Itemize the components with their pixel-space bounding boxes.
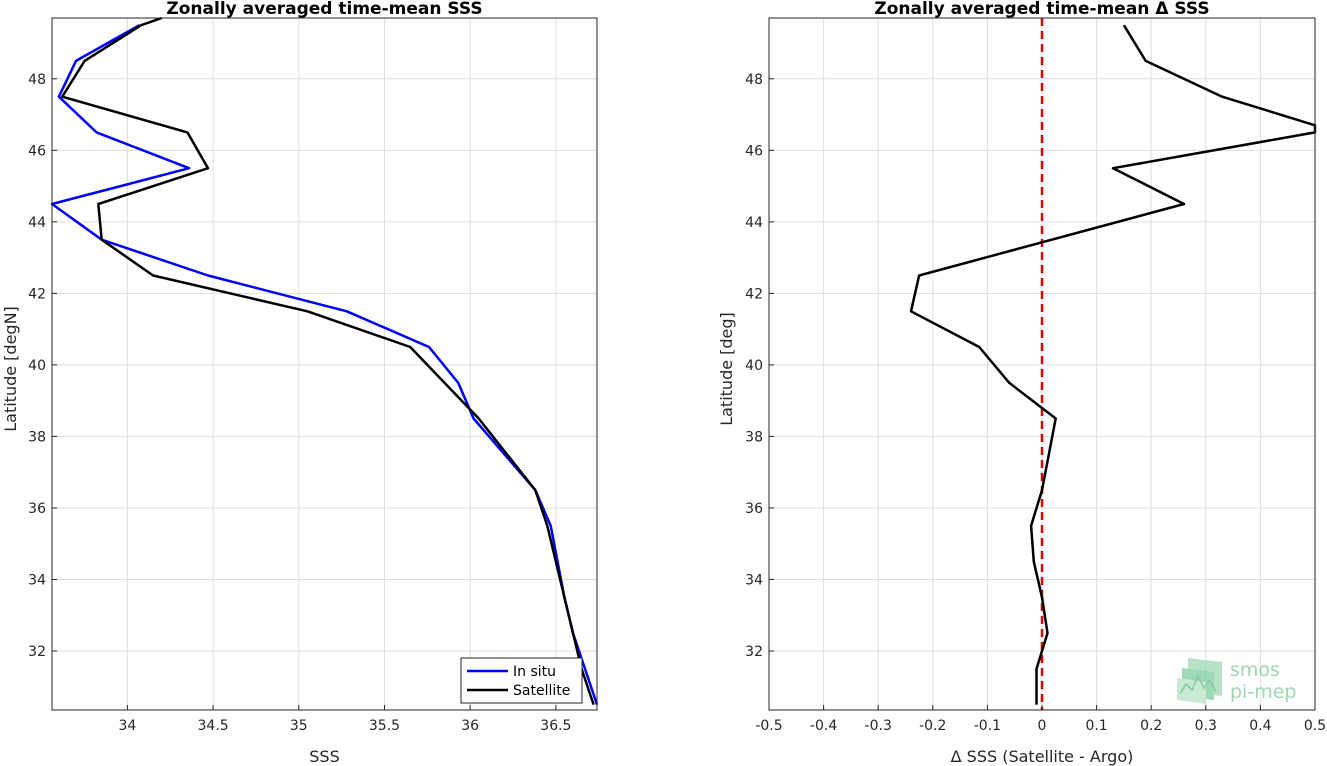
delta-ytick-label: 38 (745, 429, 763, 445)
legend-label-satellite: Satellite (513, 683, 570, 699)
sss-xtick-label: 35.5 (369, 718, 400, 734)
delta-xtick-label: 0.4 (1249, 718, 1271, 734)
sss-ytick-label: 42 (28, 286, 46, 302)
delta-xtick-label: -0.1 (974, 718, 1001, 734)
delta-xtick-label: 0.2 (1140, 718, 1162, 734)
delta-xtick-label: -0.5 (755, 718, 782, 734)
sss-xtick-label: 36 (461, 718, 479, 734)
delta-xtick-label: 0.5 (1304, 718, 1326, 734)
sss-plot-area (52, 18, 597, 710)
delta-ytick-label: 46 (745, 143, 763, 159)
delta-ytick-label: 42 (745, 286, 763, 302)
delta-ylabel: Latitude [deg] (717, 312, 736, 426)
series-line-in-situ (50, 24, 599, 705)
delta-ytick-label: 48 (745, 72, 763, 88)
delta-xticks: -0.5 -0.4 -0.3 -0.2 -0.1 0 0.1 0.2 0.3 0.4 0.5 (755, 705, 1326, 734)
delta-xtick-label: 0.1 (1085, 718, 1107, 734)
sss-ylabel: Latitude [degN] (1, 306, 20, 432)
delta-xtick-label: -0.4 (810, 718, 837, 734)
delta-yticks: 32 34 36 38 40 42 44 46 48 (745, 72, 774, 660)
sss-ytick-label: 36 (28, 501, 46, 517)
delta-sss-panel: -0.5 -0.4 -0.3 -0.2 -0.1 0 0.1 0.2 0.3 0.4 0.5 323… (717, 0, 1326, 766)
logo-text-smos: smos (1230, 659, 1280, 681)
legend-label-in-situ: In situ (513, 664, 556, 680)
delta-xtick-label: 0.3 (1195, 718, 1217, 734)
sss-xtick-label: 35 (290, 718, 308, 734)
delta-ytick-label: 32 (745, 644, 763, 660)
delta-title: Zonally averaged time-mean Δ SSS (874, 0, 1209, 19)
sss-xticks: 34 34.5 35 35.5 36 36.5 (118, 705, 571, 734)
delta-ytick-label: 44 (745, 215, 763, 231)
sss-yticks: 32 34 36 38 40 42 44 46 48 (28, 72, 57, 660)
sss-axes-box (51, 17, 598, 711)
sss-xtick-label: 34.5 (198, 718, 229, 734)
delta-ytick-label: 34 (745, 572, 763, 588)
delta-xtick-label: -0.3 (865, 718, 892, 734)
sss-xtick-label: 34 (118, 718, 136, 734)
sss-ytick-label: 46 (28, 143, 46, 159)
sss-panel: 34 34.5 35 35.5 36 36.5 32 34 36 38 40 42 44 46 48 Zo… (1, 0, 599, 766)
delta-ytick-label: 40 (745, 358, 763, 374)
sss-title: Zonally averaged time-mean SSS (166, 0, 482, 19)
sss-ytick-label: 40 (28, 358, 46, 374)
sss-grid (52, 18, 597, 710)
delta-xlabel: Δ SSS (Satellite - Argo) (951, 747, 1134, 766)
sss-series-lines (50, 16, 599, 705)
logo-text-pi-mep: pi-mep (1230, 681, 1296, 703)
sss-ytick-label: 48 (28, 72, 46, 88)
sss-ytick-label: 38 (28, 429, 46, 445)
legend-box (460, 657, 583, 704)
sss-ytick-label: 34 (28, 572, 46, 588)
legend: In situ Satellite (460, 657, 583, 704)
sss-xtick-label: 36.5 (540, 718, 571, 734)
delta-xtick-label: 0 (1038, 718, 1047, 734)
delta-xtick-label: -0.2 (919, 718, 946, 734)
sss-ytick-label: 44 (28, 215, 46, 231)
logo-graphic (1177, 658, 1222, 704)
smos-pi-mep-logo: smos pi-mep (1177, 658, 1296, 704)
series-line-satellite (61, 16, 595, 705)
sss-ytick-label: 32 (28, 644, 46, 660)
delta-ytick-label: 36 (745, 501, 763, 517)
sss-xlabel: SSS (309, 747, 339, 766)
